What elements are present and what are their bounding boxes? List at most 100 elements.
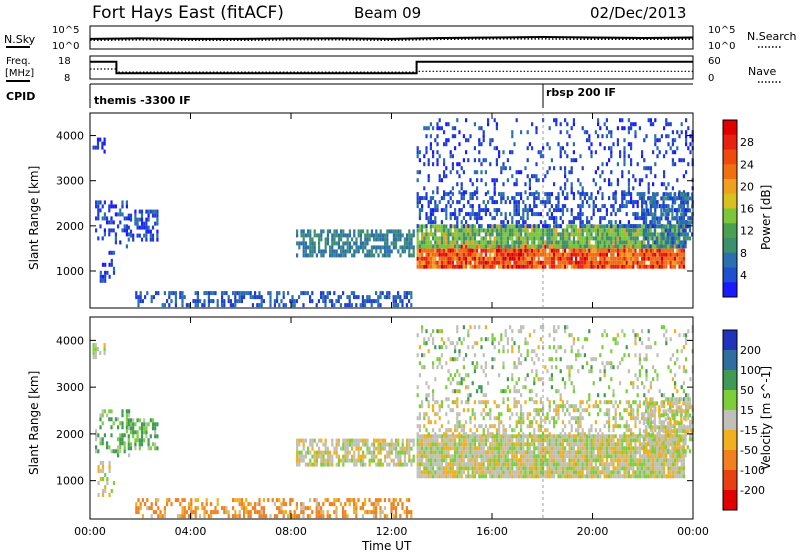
cpid-segment-2: rbsp 200 IF bbox=[546, 86, 616, 99]
power-cell bbox=[638, 248, 641, 253]
velocity-cell bbox=[375, 506, 378, 511]
velocity-cell bbox=[509, 434, 512, 439]
velocity-cell bbox=[632, 474, 635, 479]
velocity-cell bbox=[317, 506, 320, 511]
power-cell bbox=[350, 291, 353, 296]
power-cell bbox=[373, 237, 376, 242]
velocity-cell bbox=[214, 510, 217, 515]
power-cell bbox=[634, 236, 637, 241]
power-cell bbox=[647, 252, 650, 257]
velocity-cell bbox=[612, 462, 615, 467]
power-cell bbox=[630, 256, 633, 261]
power-cell bbox=[539, 200, 542, 205]
velocity-cell bbox=[234, 514, 237, 519]
velocity-cell bbox=[601, 438, 604, 443]
power-cell bbox=[515, 244, 518, 249]
power-cell bbox=[513, 182, 516, 187]
velocity-cell bbox=[504, 458, 507, 463]
power-cell bbox=[599, 224, 602, 229]
velocity-cell bbox=[425, 454, 428, 459]
power-cell bbox=[309, 237, 312, 242]
power-cell bbox=[647, 228, 650, 233]
velocity-cell bbox=[643, 470, 646, 475]
power-cell bbox=[636, 236, 639, 241]
power-cell bbox=[660, 224, 663, 229]
velocity-cell bbox=[634, 434, 637, 439]
power-cell bbox=[638, 232, 641, 237]
velocity-cell bbox=[509, 450, 512, 455]
power-cell bbox=[561, 220, 564, 225]
velocity-cell bbox=[636, 470, 639, 475]
power-cell bbox=[649, 170, 652, 175]
velocity-cell bbox=[577, 438, 580, 443]
power-cell bbox=[123, 224, 126, 229]
velocity-cell bbox=[331, 502, 334, 507]
power-cell bbox=[535, 252, 538, 257]
power-cell bbox=[666, 192, 670, 197]
velocity-cell bbox=[465, 454, 468, 459]
power-cell bbox=[469, 134, 472, 139]
power-cell bbox=[597, 224, 600, 229]
power-cell bbox=[348, 233, 351, 238]
power-cell bbox=[642, 220, 645, 225]
velocity-cell bbox=[517, 434, 520, 439]
power-cell bbox=[484, 248, 487, 253]
velocity-cell bbox=[449, 458, 452, 463]
power-cell bbox=[586, 228, 589, 233]
power-cell bbox=[625, 264, 628, 269]
power-cell bbox=[625, 260, 628, 265]
power-cell bbox=[421, 236, 424, 241]
power-cell bbox=[395, 229, 398, 234]
power-cell bbox=[451, 186, 454, 191]
power-cell bbox=[636, 256, 639, 261]
power-cell bbox=[465, 256, 468, 261]
power-cell bbox=[427, 256, 430, 261]
velocity-cell bbox=[614, 450, 617, 455]
power-cell bbox=[484, 264, 487, 269]
velocity-cell bbox=[136, 434, 139, 439]
power-cell bbox=[671, 200, 674, 205]
velocity-cell bbox=[643, 474, 646, 479]
velocity-cell bbox=[566, 450, 569, 455]
power-cell bbox=[482, 228, 485, 233]
power-cell bbox=[434, 224, 437, 229]
power-cell bbox=[647, 208, 650, 213]
power-cell bbox=[487, 122, 490, 127]
power-cell bbox=[353, 291, 356, 296]
power-cell bbox=[557, 240, 560, 245]
velocity-cell bbox=[572, 438, 575, 443]
velocity-cell bbox=[537, 470, 540, 475]
velocity-cell bbox=[619, 474, 622, 479]
velocity-cell bbox=[524, 442, 527, 447]
power-cell bbox=[460, 236, 463, 241]
power-cell bbox=[434, 236, 437, 241]
velocity-cell bbox=[502, 466, 505, 471]
velocity-cell bbox=[456, 466, 459, 471]
power-cell bbox=[590, 264, 593, 269]
velocity-cell bbox=[440, 474, 443, 479]
velocity-cell bbox=[506, 470, 509, 475]
velocity-cell bbox=[511, 450, 514, 455]
power-cell bbox=[535, 204, 538, 209]
power-cell bbox=[429, 232, 432, 237]
power-cell bbox=[447, 240, 450, 245]
velocity-cell bbox=[318, 454, 321, 459]
velocity-cell bbox=[313, 438, 316, 443]
power-cell bbox=[548, 224, 551, 229]
power-cell bbox=[309, 249, 312, 254]
power-cell bbox=[498, 256, 501, 261]
power-cell bbox=[645, 252, 648, 257]
velocity-cell bbox=[621, 434, 624, 439]
velocity-cell bbox=[129, 418, 133, 423]
power-cell bbox=[410, 253, 413, 258]
velocity-cell bbox=[135, 510, 138, 515]
power-cell bbox=[364, 237, 367, 242]
velocity-cell bbox=[456, 458, 459, 463]
power-cell bbox=[480, 162, 483, 167]
power-cell bbox=[575, 252, 578, 257]
velocity-cell bbox=[177, 514, 180, 519]
velocity-cell bbox=[502, 450, 505, 455]
power-cell bbox=[460, 224, 463, 229]
power-cell bbox=[136, 225, 139, 230]
